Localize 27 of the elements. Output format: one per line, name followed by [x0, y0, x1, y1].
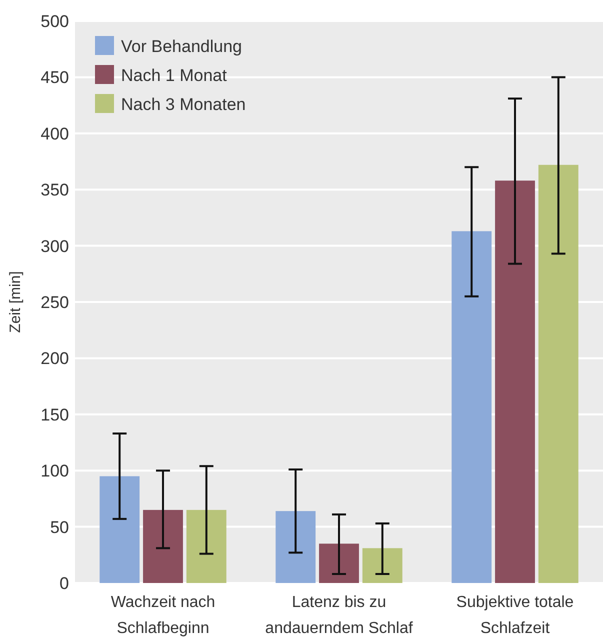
bar: [143, 510, 183, 583]
bar: [319, 544, 359, 583]
bar: [100, 476, 140, 583]
legend-label: Vor Behandlung: [121, 36, 242, 56]
y-tick-label: 300: [40, 236, 69, 256]
bar: [452, 231, 492, 583]
y-tick-label: 100: [40, 462, 69, 481]
y-tick-label: 200: [40, 349, 69, 368]
x-tick-label: Subjektive totale Schlafzeit: [456, 594, 574, 637]
y-tick-label: 500: [40, 12, 69, 31]
bar: [276, 511, 316, 583]
legend-label: Nach 1 Monat: [121, 66, 228, 85]
y-axis-title: Zeit [min]: [7, 271, 24, 333]
bar: [538, 164, 578, 583]
y-tick-label: 50: [50, 518, 69, 537]
y-tick-label: 450: [40, 68, 69, 88]
y-tick-label: 350: [40, 180, 69, 200]
x-tick-label: Latenz bis zu andauerndem Schlaf: [265, 594, 414, 637]
bar: [495, 180, 535, 583]
bar: [186, 510, 226, 583]
y-tick-label: 150: [40, 405, 69, 424]
y-tick-label: 250: [40, 292, 69, 312]
legend-label: Nach 3 Monaten: [121, 94, 246, 114]
x-tick-label: Wachzeit nach Schlafbeginn: [110, 594, 216, 637]
bar: [362, 548, 402, 583]
y-tick-label: 0: [60, 574, 69, 593]
y-tick-label: 400: [40, 124, 69, 144]
